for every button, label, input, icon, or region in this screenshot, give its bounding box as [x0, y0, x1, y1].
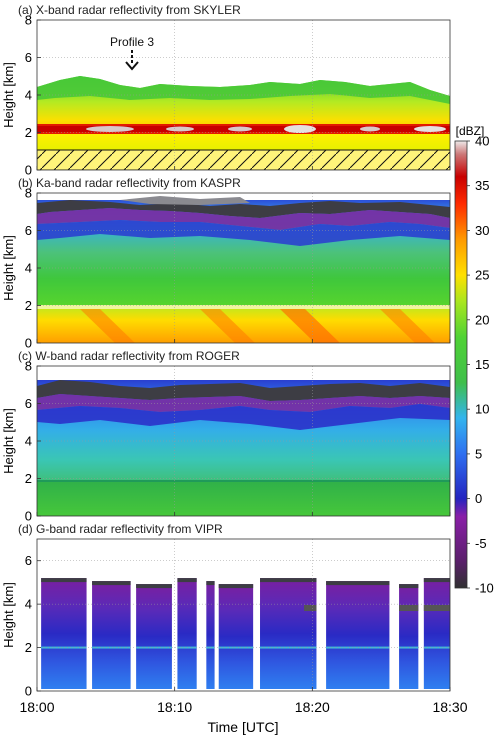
- echo-segment: [206, 581, 215, 689]
- panel-b: (b) Ka-band radar reflectivity from KASP…: [1, 176, 451, 351]
- y-tick-label: 2: [25, 298, 32, 313]
- echo-segment-top: [136, 584, 172, 589]
- y-tick-label: 8: [25, 359, 32, 374]
- y-tick-label: 6: [25, 50, 32, 65]
- colorbar-gradient: [454, 140, 468, 589]
- echo-top-fragment: [399, 605, 419, 611]
- x-tick-label: 18:00: [19, 699, 54, 715]
- panel-b-title: (b) Ka-band radar reflectivity from KASP…: [18, 176, 241, 190]
- echo-segment: [423, 578, 450, 689]
- panel-b-ylabel: Height [km]: [1, 235, 16, 301]
- y-tick-label: 4: [25, 261, 32, 276]
- y-tick-label: 0: [25, 336, 32, 351]
- colorbar-tick-label: 15: [475, 357, 489, 372]
- y-tick-label: 4: [25, 434, 32, 449]
- y-tick-label: 0: [25, 163, 32, 178]
- panel-c-cloud-top: [37, 380, 450, 401]
- y-tick-label: 0: [25, 684, 32, 699]
- colorbar-tick-label: 10: [475, 402, 489, 417]
- colorbar-tick-label: 25: [475, 268, 489, 283]
- y-tick-label: 4: [25, 597, 32, 612]
- panel-d-echo-segments: [41, 578, 450, 689]
- panel-d-grid: [37, 539, 450, 691]
- panel-c-title: (c) W-band radar reflectivity from ROGER: [18, 349, 240, 363]
- panel-a-grid: [37, 20, 450, 170]
- echo-segment: [136, 584, 172, 689]
- colorbar: [dBZ] 40 35 30 25 20 15 10 5 0 -5 -10: [454, 124, 494, 596]
- panel-d: (d) G-band radar reflectivity from VIPR …: [1, 522, 451, 699]
- echo-segment-top: [177, 578, 197, 583]
- panel-c: (c) W-band radar reflectivity from ROGER…: [1, 349, 451, 524]
- x-tick-label: 18:20: [295, 699, 330, 715]
- colorbar-tick-label: -5: [475, 536, 487, 551]
- panel-d-title: (d) G-band radar reflectivity from VIPR: [18, 522, 223, 536]
- y-tick-label: 2: [25, 471, 32, 486]
- colorbar-tick-label: 40: [475, 134, 489, 149]
- melting-layer-line: [41, 646, 87, 649]
- echo-segment-top: [92, 581, 131, 586]
- echo-segment-top: [218, 584, 254, 589]
- y-tick-label: 2: [25, 125, 32, 140]
- x-axis-label: Time [UTC]: [207, 719, 278, 735]
- echo-segment: [92, 581, 131, 689]
- y-tick-label: 8: [25, 186, 32, 201]
- melting-layer-line: [206, 646, 215, 649]
- echo-segment: [326, 581, 390, 689]
- x-tick-label: 18:10: [157, 699, 192, 715]
- echo-segment: [41, 578, 87, 689]
- panel-a-title: (a) X-band radar reflectivity from SKYLE…: [18, 3, 241, 17]
- echo-segment: [399, 584, 419, 689]
- echo-segment-top: [260, 578, 317, 583]
- panel-c-grid: [37, 366, 450, 516]
- colorbar-tick-label: 20: [475, 312, 489, 327]
- y-tick-label: 0: [25, 509, 32, 524]
- melting-layer-line: [399, 646, 419, 649]
- colorbar-tick-label: -10: [475, 581, 494, 596]
- colorbar-tick-label: 5: [475, 446, 482, 461]
- x-tick-label: 18:30: [432, 699, 467, 715]
- colorbar-tick-label: 35: [475, 178, 489, 193]
- colorbar-unit: [dBZ]: [456, 124, 485, 138]
- y-tick-label: 4: [25, 88, 32, 103]
- panel-d-ylabel: Height [km]: [1, 582, 16, 648]
- echo-segment: [218, 584, 254, 689]
- melting-layer-line: [92, 646, 131, 649]
- y-tick-label: 6: [25, 396, 32, 411]
- colorbar-tick-label: 30: [475, 223, 489, 238]
- panel-b-grid: [37, 193, 450, 343]
- y-tick-label: 8: [25, 13, 32, 28]
- echo-top-fragment: [423, 605, 450, 611]
- echo-segment-top: [399, 584, 419, 589]
- panel-a-ylabel: Height [km]: [1, 62, 16, 128]
- melting-layer-line: [260, 646, 317, 649]
- panel-c-ylabel: Height [km]: [1, 408, 16, 474]
- echo-segment-top: [423, 578, 450, 583]
- echo-segment: [177, 578, 197, 689]
- y-tick-label: 6: [25, 223, 32, 238]
- echo-segment-top: [206, 581, 215, 586]
- echo-top-fragment: [304, 605, 317, 611]
- echo-segment-top: [41, 578, 87, 583]
- panel-d-frame: [36, 538, 451, 692]
- echo-segment-top: [326, 581, 390, 586]
- melting-layer-line: [326, 646, 390, 649]
- profile-3-annotation: Profile 3: [110, 35, 154, 49]
- x-tick-labels: 18:00 18:10 18:20 18:30: [19, 699, 467, 715]
- y-tick-label: 6: [25, 553, 32, 568]
- panel-b-cloud-top: [37, 200, 450, 218]
- profile-3-arrowhead: [125, 61, 139, 71]
- y-tick-label: 2: [25, 640, 32, 655]
- colorbar-tick-label: 0: [475, 491, 482, 506]
- panel-a: (a) X-band radar reflectivity from SKYLE…: [1, 3, 451, 178]
- echo-segment: [260, 578, 317, 689]
